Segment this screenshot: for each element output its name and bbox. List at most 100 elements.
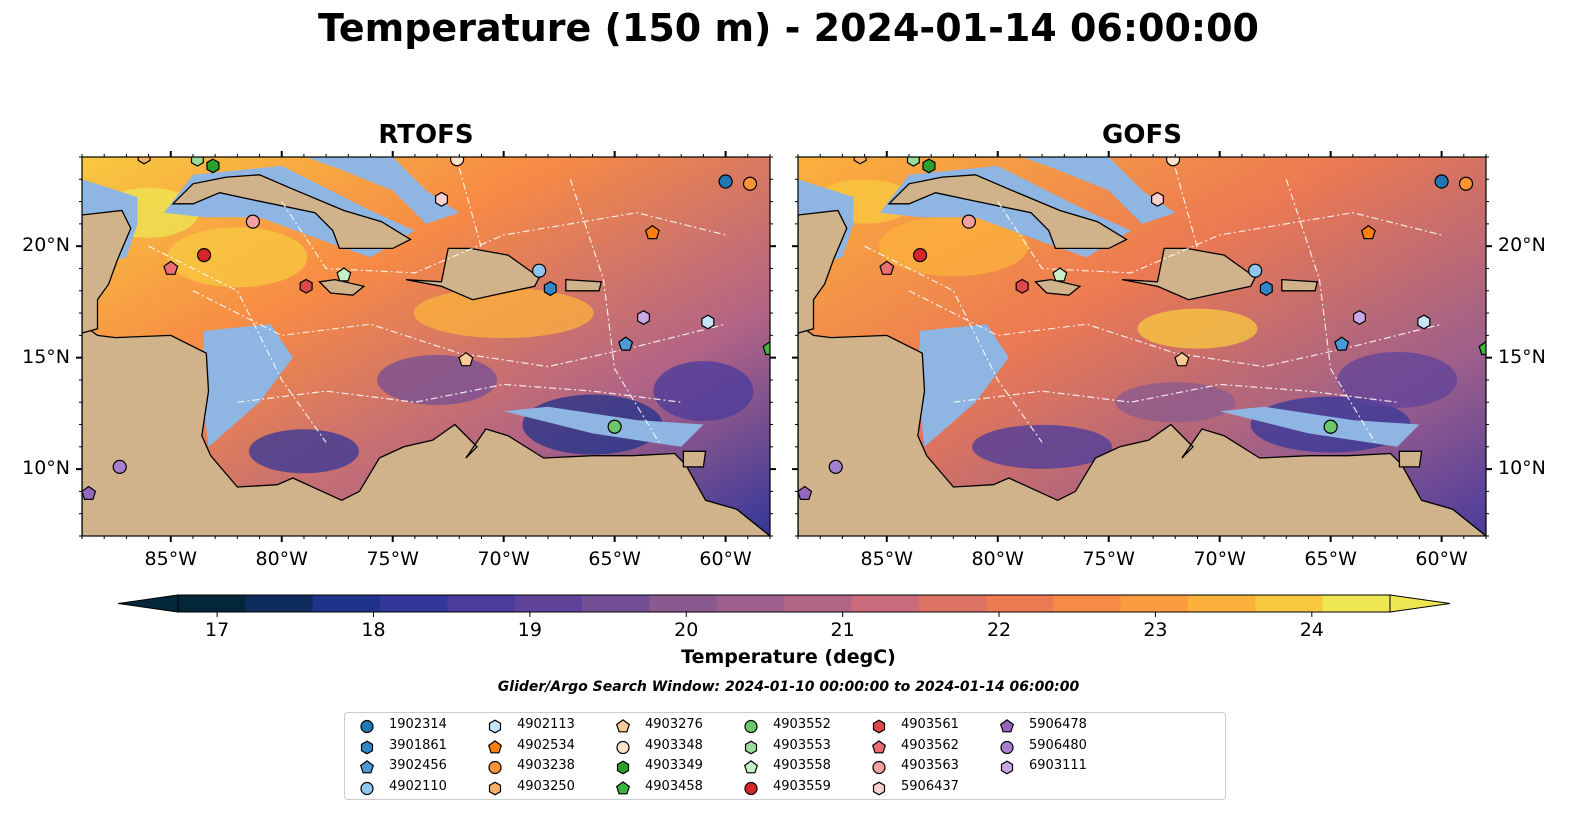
- legend-label: 3902456: [389, 758, 447, 773]
- float-4903553-marker: [190, 157, 204, 167]
- landmass: [405, 247, 541, 301]
- colorbar-segment: [986, 595, 1054, 612]
- landmass: [798, 90, 1002, 152]
- lon-tick-label: 85°W: [144, 548, 197, 570]
- colorbar-tick-label: 22: [986, 619, 1012, 641]
- lon-tick-label: 70°W: [477, 548, 530, 570]
- colorbar-segment: [716, 595, 785, 612]
- colorbar-segment: [1255, 595, 1324, 612]
- legend-4903348-marker: [616, 740, 630, 754]
- legend-label: 6903111: [1029, 758, 1087, 773]
- panel-title-gofs: GOFS: [1102, 120, 1182, 150]
- legend-3902456-marker: [359, 760, 375, 774]
- float-legend: 1902314 3901861 3902456 4902110 4902113 49025…: [344, 712, 1226, 800]
- panel-title-rtofs: RTOFS: [378, 120, 474, 150]
- legend-4903558-marker: [743, 760, 759, 774]
- landmass: [565, 278, 603, 292]
- legend-label: 4902110: [389, 778, 447, 794]
- float-4903238-marker: [742, 176, 758, 191]
- colorbar-tick-label: 21: [830, 619, 855, 641]
- float-4903559-marker: [912, 247, 928, 263]
- landmass: [1121, 247, 1257, 301]
- legend-label: 4903458: [645, 778, 703, 794]
- float-4903561-marker: [1015, 278, 1029, 294]
- legend-4903562-marker: [871, 739, 887, 753]
- legend-5906480-marker: [1000, 740, 1014, 754]
- colorbar-extend-high: [1389, 594, 1451, 613]
- legend-label: 4903552: [773, 717, 831, 732]
- float-4903348-marker: [449, 157, 465, 167]
- legend-label: 4903558: [773, 758, 831, 773]
- temperature-anomaly: [377, 354, 498, 405]
- float-4903553-marker: [906, 157, 920, 167]
- colorbar-segment: [918, 595, 987, 612]
- landmass: [82, 323, 770, 536]
- legend-4903561-marker: [872, 719, 886, 734]
- legend-label: 4903563: [901, 758, 959, 773]
- landmass: [682, 450, 707, 468]
- float-1902314-marker: [718, 174, 733, 189]
- float-4903349-marker: [922, 158, 936, 174]
- landmass: [798, 323, 1486, 536]
- lon-tick-label: 60°W: [699, 548, 752, 570]
- shelf-area: [201, 324, 293, 447]
- map-frame: [81, 156, 771, 537]
- temperature-anomaly: [1137, 308, 1258, 349]
- colorbar-extend-low: [117, 594, 179, 613]
- float-4903562-marker: [879, 260, 895, 275]
- float-5906478-marker: [82, 485, 97, 500]
- shelf-area: [917, 324, 1009, 447]
- temperature-anomaly: [248, 429, 359, 474]
- legend-4903563-marker: [872, 760, 886, 775]
- boundary-line: [458, 167, 483, 249]
- float-4903458-marker: [762, 340, 770, 356]
- float-3901861-marker: [1259, 281, 1273, 297]
- legend-label: 5906478: [1029, 717, 1087, 732]
- colorbar-segment: [514, 595, 583, 612]
- legend-5906478-marker: [999, 719, 1015, 733]
- float-4902110-marker: [532, 263, 547, 278]
- boundary-line: [1285, 179, 1376, 443]
- lat-tick-label-right: 15°N: [1498, 345, 1546, 368]
- landmass: [82, 209, 132, 334]
- legend-label: 5906480: [1029, 737, 1087, 753]
- lon-tick-label: 80°W: [255, 548, 308, 570]
- search-window-caption: Glider/Argo Search Window: 2024-01-10 00…: [497, 679, 1080, 695]
- legend-label: 5906437: [901, 778, 959, 794]
- colorbar-segment: [851, 595, 920, 612]
- float-4903563-marker: [961, 214, 976, 229]
- colorbar-segment: [1322, 595, 1391, 612]
- colorbar-segment: [784, 595, 852, 612]
- legend-label: 4903276: [645, 717, 703, 732]
- colorbar-tick-label: 17: [205, 619, 230, 641]
- shelf-area: [305, 157, 460, 224]
- shelf-area: [503, 406, 704, 447]
- float-4903558-marker: [336, 267, 352, 282]
- legend-6903111-marker: [1000, 760, 1014, 775]
- colorbar-segment: [178, 595, 246, 612]
- lat-tick-label-left: 20°N: [22, 234, 70, 257]
- float-4902534-marker: [1360, 224, 1376, 240]
- float-5906437-marker: [1150, 191, 1165, 207]
- float-4903276-marker: [1174, 351, 1190, 367]
- gofs-map: [798, 90, 1486, 536]
- lon-tick-label: 85°W: [860, 548, 913, 570]
- boundary-line: [569, 179, 660, 443]
- legend-4903559-marker: [744, 781, 758, 795]
- float-4903276-marker: [458, 351, 474, 367]
- landmass: [1034, 278, 1082, 296]
- lon-tick-label: 70°W: [1193, 548, 1246, 570]
- float-3902456-marker: [618, 336, 634, 351]
- colorbar-segment: [1053, 595, 1122, 612]
- temperature-anomaly: [1337, 351, 1458, 408]
- float-4903558-marker: [1052, 267, 1068, 282]
- lat-tick-label-left: 10°N: [22, 457, 70, 480]
- legend-4902534-marker: [487, 739, 503, 753]
- lon-tick-label: 65°W: [588, 548, 641, 570]
- boundary-line: [864, 245, 1043, 443]
- float-3901861-marker: [543, 281, 557, 297]
- float-4903552-marker: [607, 419, 622, 434]
- colorbar-segment: [380, 595, 448, 612]
- float-4903348-marker: [1165, 157, 1181, 167]
- landmass: [887, 174, 1128, 250]
